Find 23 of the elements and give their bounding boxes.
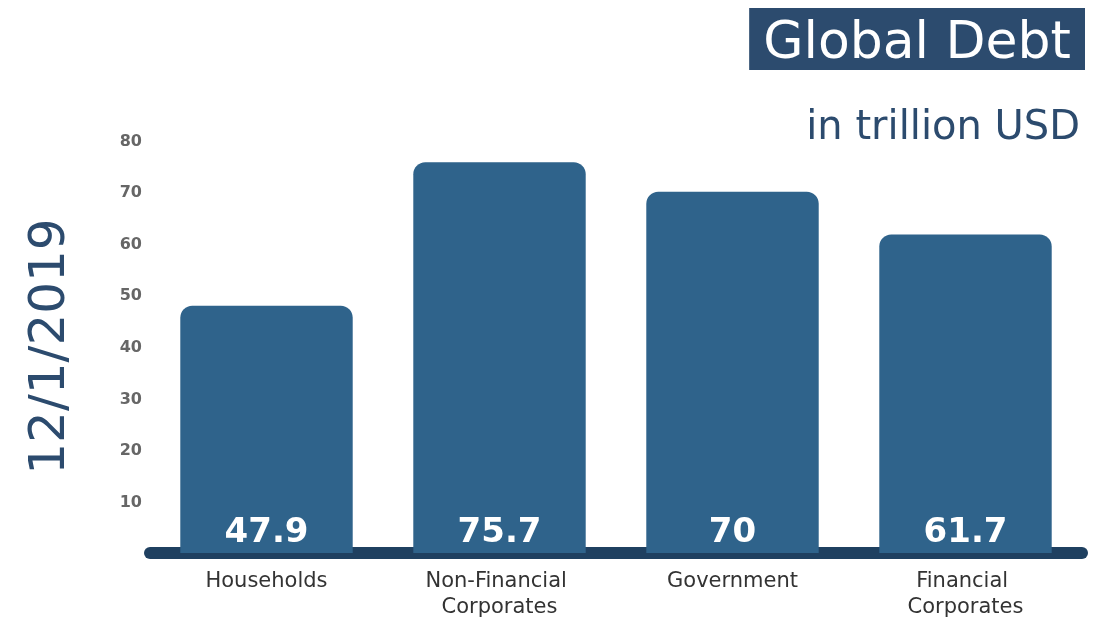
y-tick-label: 80: [119, 130, 142, 150]
y-axis-title: 12/1/2019: [18, 218, 76, 475]
x-tick-label: Non-Financial Corporates: [425, 568, 574, 618]
bar: [879, 234, 1052, 553]
data-label: 61.7: [923, 510, 1008, 550]
x-tick-label: Government: [667, 568, 798, 592]
y-tick-label: 20: [119, 440, 142, 460]
bar: [413, 162, 586, 553]
bar: [646, 191, 819, 553]
y-tick-label: 60: [119, 233, 142, 253]
bar: [180, 305, 353, 553]
y-tick-label: 50: [119, 285, 142, 305]
chart-subtitle: in trillion USD: [806, 102, 1081, 148]
chart-title: Global Debt: [763, 10, 1072, 70]
data-label: 70: [708, 510, 757, 550]
data-label: 47.9: [224, 510, 309, 550]
y-tick-label: 70: [119, 182, 142, 202]
x-tick-label: Households: [205, 568, 328, 592]
y-tick-label: 40: [119, 337, 142, 356]
y-tick-label: 30: [119, 388, 142, 408]
data-label: 75.7: [457, 510, 542, 550]
y-tick-label: 10: [119, 491, 142, 511]
x-tick-label: Financial Corporates: [907, 568, 1024, 618]
